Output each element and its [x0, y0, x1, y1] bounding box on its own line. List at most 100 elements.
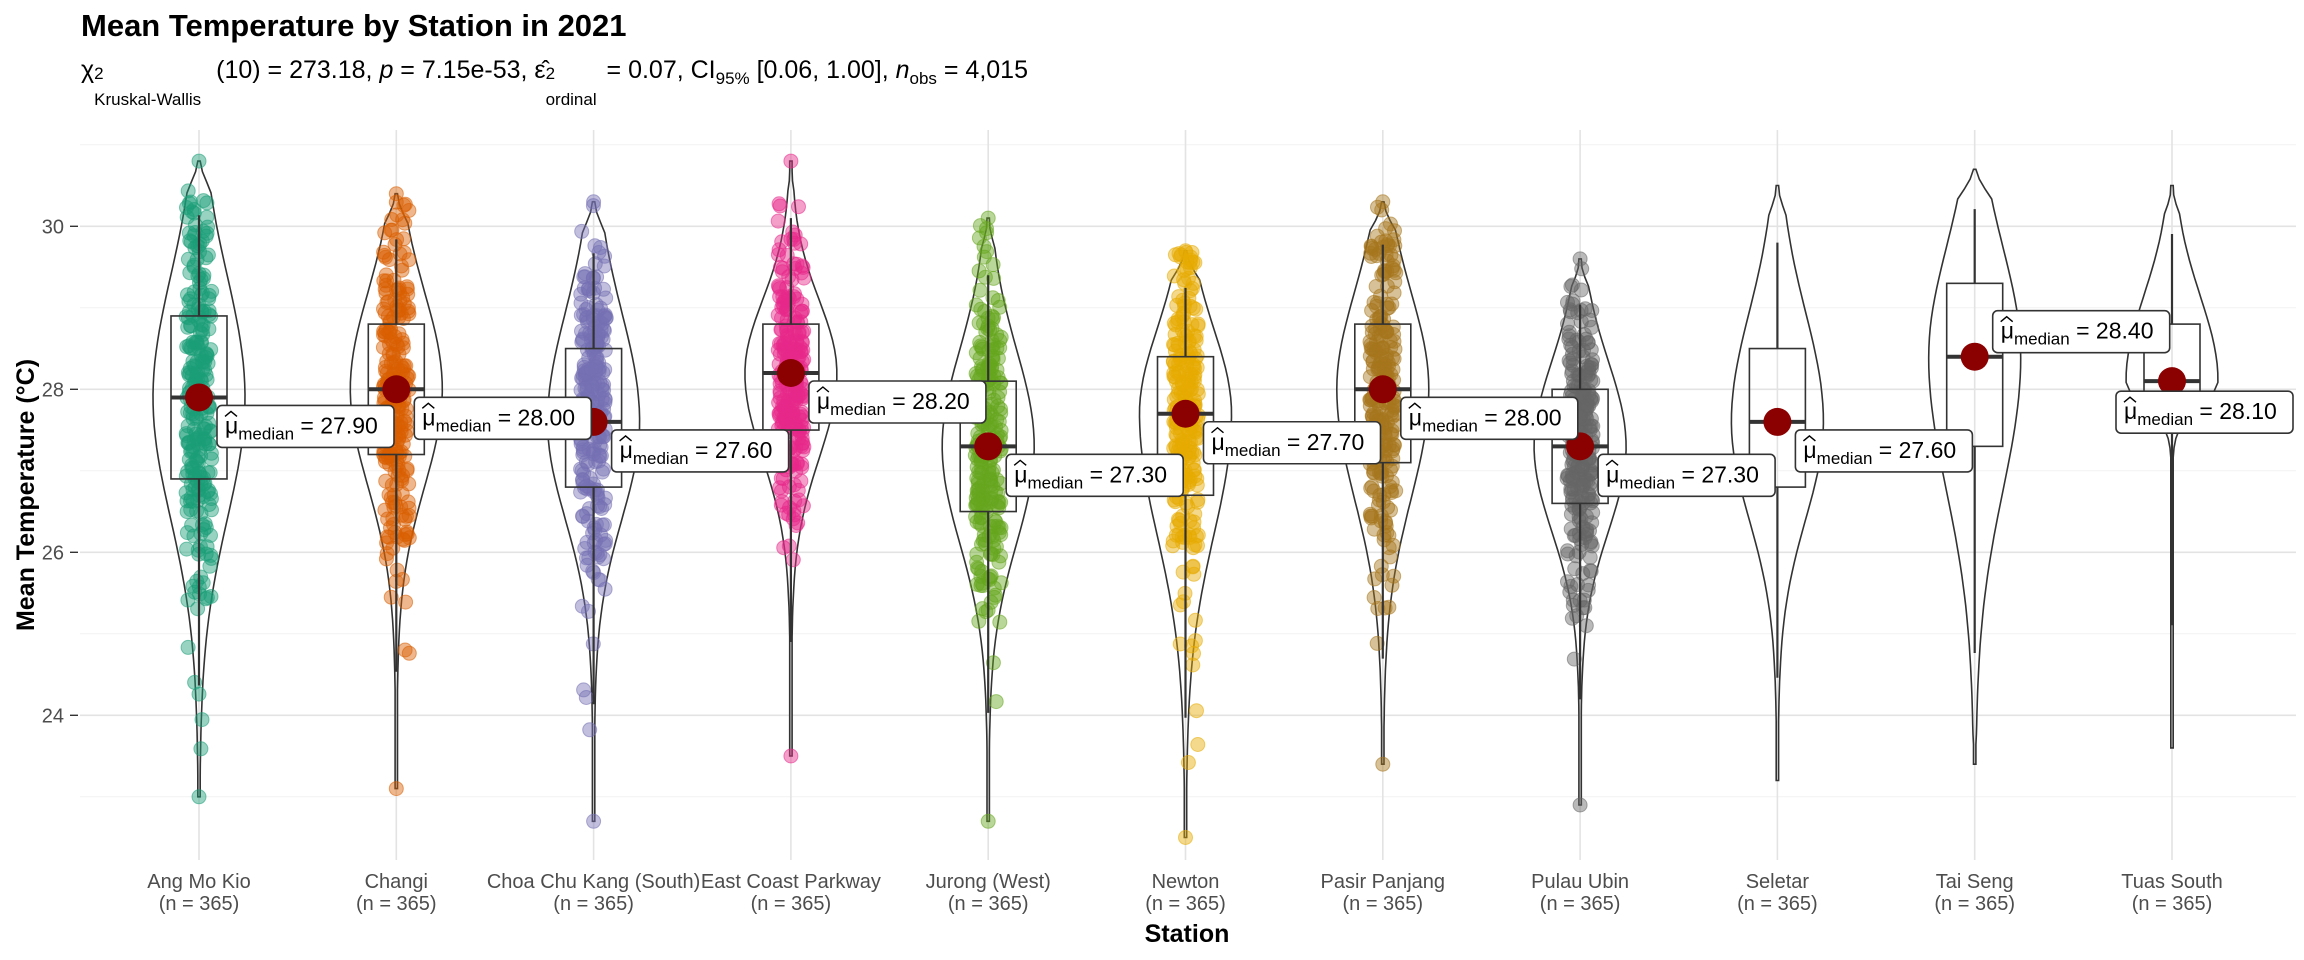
data-point [1374, 340, 1390, 356]
data-point [379, 546, 395, 562]
data-point [396, 245, 412, 261]
data-point [1575, 459, 1591, 474]
data-point [1563, 337, 1579, 353]
data-point [770, 213, 786, 229]
data-point [1367, 571, 1383, 587]
data-point [180, 592, 196, 608]
data-point [379, 273, 395, 289]
data-point-extreme [1375, 756, 1391, 772]
data-point [397, 532, 412, 548]
data-point [1381, 540, 1397, 556]
data-point [585, 198, 601, 214]
x-tick-label-9: Tai Seng [1936, 871, 2014, 893]
data-point [180, 319, 196, 335]
median-point-9 [1960, 342, 1989, 371]
data-point [576, 682, 592, 698]
data-point [190, 601, 206, 617]
data-point [776, 345, 792, 361]
data-point [1364, 239, 1379, 255]
data-point-extreme [1572, 251, 1588, 267]
data-point [387, 329, 403, 345]
data-point [186, 432, 202, 448]
median-point-4 [974, 432, 1003, 461]
data-point [1579, 397, 1595, 413]
data-point [196, 522, 212, 538]
data-point [181, 338, 197, 354]
data-point [579, 557, 595, 573]
median-point-6 [1368, 375, 1397, 404]
x-tick-label-2: Choa Chu Kang (South) [487, 871, 700, 893]
data-point [574, 598, 590, 614]
data-point [195, 354, 211, 370]
data-point [194, 322, 210, 338]
data-point [181, 225, 197, 241]
data-point [379, 353, 395, 369]
p-label: p [379, 56, 394, 84]
data-point [794, 430, 810, 446]
data-point [184, 204, 200, 220]
data-point [795, 443, 811, 458]
x-tick-n-4: (n = 365) [948, 893, 1029, 915]
data-point [784, 396, 800, 412]
data-point [203, 589, 219, 604]
data-point [191, 686, 207, 702]
data-point [596, 382, 612, 398]
data-point [1189, 703, 1204, 719]
data-point [1584, 538, 1600, 554]
data-point [770, 307, 786, 323]
data-point [379, 535, 395, 551]
data-point [1386, 437, 1402, 453]
eps-symbol: ε̂ [534, 56, 546, 84]
data-point [583, 361, 599, 377]
data-point-extreme [1178, 243, 1193, 259]
data-point [380, 294, 396, 310]
data-point [972, 282, 988, 298]
label-layer: μmedian = 27.90 μmedian = 28.00 μmedian = … [216, 309, 2294, 498]
data-point [384, 222, 400, 238]
data-point [1383, 483, 1399, 499]
data-point [394, 262, 410, 278]
data-point [1190, 527, 1206, 543]
data-point [575, 472, 591, 487]
data-point [1565, 351, 1581, 367]
x-tick-n-9: (n = 365) [1934, 893, 2015, 915]
data-point-extreme [388, 781, 404, 797]
data-point [985, 655, 1001, 671]
x-tick-n-0: (n = 365) [159, 893, 240, 915]
data-point [971, 480, 987, 496]
eps-sup: 2 [545, 64, 556, 83]
data-point [376, 244, 392, 260]
data-point [577, 381, 593, 396]
data-point [587, 238, 603, 254]
data-point [394, 572, 410, 587]
x-tick-label-5: Newton [1152, 871, 1220, 893]
data-point [380, 511, 396, 527]
data-point [1576, 477, 1591, 493]
data-point [772, 390, 788, 406]
data-point [201, 497, 217, 512]
median-label-0: μmedian = 27.90 [216, 404, 395, 449]
data-point [593, 240, 608, 255]
x-tick-label-3: East Coast Parkway [701, 871, 881, 893]
data-point [1190, 737, 1206, 752]
data-point [1378, 515, 1394, 531]
data-point [1378, 233, 1394, 249]
data-point [384, 212, 400, 227]
x-tick-n-7: (n = 365) [1540, 893, 1621, 915]
data-point [971, 464, 987, 480]
median-point-3 [776, 359, 805, 387]
data-point [984, 321, 1000, 336]
median-label-7: μmedian = 27.30 [1597, 453, 1776, 498]
n-sub: obs [909, 69, 937, 88]
data-point [1185, 559, 1201, 575]
x-axis-title: Station [1145, 920, 1230, 948]
data-point [1386, 351, 1402, 367]
chi-symbol: χ [81, 56, 95, 84]
x-tick-label-1: Changi [365, 871, 428, 893]
data-point [1585, 373, 1601, 389]
data-point-extreme [586, 813, 602, 829]
violin-8 [1730, 184, 1825, 782]
data-point [772, 480, 788, 496]
data-point [387, 463, 403, 479]
